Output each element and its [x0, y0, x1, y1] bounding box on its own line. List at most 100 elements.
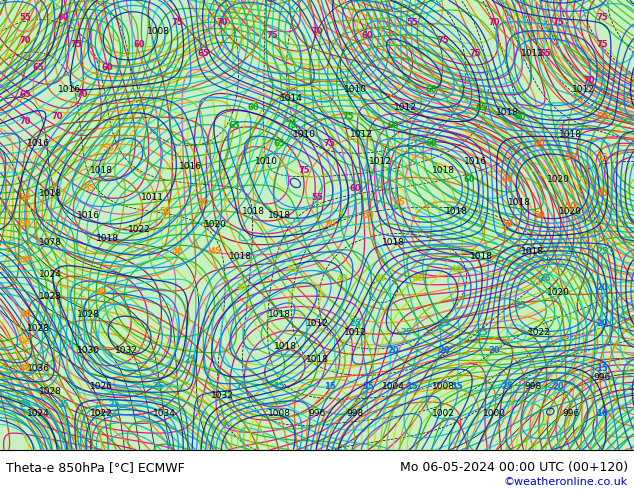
Text: 1020: 1020 — [204, 220, 227, 229]
Text: 20: 20 — [387, 346, 399, 355]
Text: 1016: 1016 — [179, 162, 202, 171]
Text: 1014: 1014 — [280, 95, 303, 103]
Text: 60: 60 — [134, 41, 145, 49]
Text: 1018: 1018 — [230, 252, 252, 261]
Text: 1028: 1028 — [27, 324, 49, 333]
Text: 1020: 1020 — [547, 288, 569, 297]
Text: 25: 25 — [153, 382, 164, 392]
Text: 1032: 1032 — [115, 346, 138, 355]
Text: 25: 25 — [476, 328, 488, 338]
Text: 1002: 1002 — [432, 409, 455, 418]
Text: 1022: 1022 — [90, 409, 113, 418]
Text: 50: 50 — [197, 198, 209, 207]
Text: 25: 25 — [58, 400, 69, 409]
Text: 20: 20 — [552, 382, 564, 392]
Text: 998: 998 — [346, 409, 364, 418]
Text: 1018: 1018 — [470, 252, 493, 261]
Text: 1024: 1024 — [39, 270, 62, 279]
Text: 1018: 1018 — [306, 355, 328, 365]
Text: 75: 75 — [597, 41, 608, 49]
Text: 50: 50 — [533, 211, 545, 220]
Text: 1030: 1030 — [77, 346, 100, 355]
Text: 10: 10 — [597, 409, 608, 418]
Text: 25: 25 — [400, 328, 411, 338]
Text: 65: 65 — [229, 122, 240, 130]
Text: 25: 25 — [514, 301, 526, 310]
Text: 40: 40 — [375, 274, 386, 283]
Text: 60: 60 — [102, 63, 113, 72]
Text: 996: 996 — [593, 373, 611, 382]
Text: 60: 60 — [514, 112, 526, 122]
Text: 1036: 1036 — [27, 365, 49, 373]
Text: 1000: 1000 — [483, 409, 506, 418]
Text: 70: 70 — [216, 18, 228, 27]
Text: 15: 15 — [273, 382, 285, 392]
Text: 65: 65 — [273, 140, 285, 148]
Text: 75: 75 — [470, 49, 481, 58]
Text: 45: 45 — [210, 247, 221, 256]
Text: Mo 06-05-2024 00:00 UTC (00+120): Mo 06-05-2024 00:00 UTC (00+120) — [399, 461, 628, 474]
Text: 1012: 1012 — [344, 328, 366, 338]
Text: 1018: 1018 — [496, 108, 519, 117]
Text: 75: 75 — [299, 167, 310, 175]
Text: 50: 50 — [501, 220, 513, 229]
Text: 1010: 1010 — [344, 85, 366, 95]
Text: 1008: 1008 — [432, 382, 455, 392]
Text: 1016: 1016 — [58, 85, 81, 95]
Text: 40: 40 — [235, 283, 247, 293]
Text: 45: 45 — [286, 266, 297, 274]
Text: 20: 20 — [438, 346, 450, 355]
Text: 60: 60 — [425, 140, 437, 148]
Text: 60: 60 — [58, 14, 69, 23]
Text: 1018: 1018 — [432, 167, 455, 175]
Text: 55: 55 — [20, 14, 31, 23]
Text: 1026: 1026 — [90, 382, 113, 392]
Text: 40: 40 — [96, 288, 107, 297]
Text: 75: 75 — [343, 112, 354, 122]
Text: 996: 996 — [308, 409, 326, 418]
Text: 60: 60 — [362, 31, 373, 41]
Text: 1012: 1012 — [350, 130, 373, 140]
Text: 70: 70 — [20, 36, 31, 45]
Text: 40: 40 — [337, 274, 348, 283]
Text: 1018: 1018 — [268, 211, 290, 220]
Text: 70: 70 — [311, 27, 323, 36]
Text: 1012: 1012 — [306, 319, 328, 328]
Text: 75: 75 — [324, 140, 335, 148]
Text: 65: 65 — [540, 49, 551, 58]
Text: 1022: 1022 — [128, 225, 151, 234]
Text: 25: 25 — [20, 400, 31, 409]
Text: 55: 55 — [102, 144, 113, 153]
Text: 50: 50 — [597, 189, 608, 198]
Text: 75: 75 — [172, 18, 183, 27]
Text: 15: 15 — [597, 365, 608, 373]
Text: 1018: 1018 — [508, 198, 531, 207]
Text: 1020: 1020 — [547, 175, 569, 184]
Text: 1018: 1018 — [559, 130, 582, 140]
Text: 75: 75 — [267, 31, 278, 41]
Text: 20: 20 — [489, 346, 500, 355]
Text: 1018: 1018 — [521, 247, 544, 256]
Text: 1008: 1008 — [147, 27, 170, 36]
Text: 70: 70 — [51, 112, 63, 122]
Text: 50: 50 — [362, 211, 373, 220]
Text: 70: 70 — [489, 18, 500, 27]
Text: 50: 50 — [159, 207, 171, 216]
Text: 15: 15 — [362, 382, 373, 392]
Text: 65: 65 — [197, 49, 209, 58]
Text: 55: 55 — [406, 18, 418, 27]
Text: 15: 15 — [451, 382, 462, 392]
Text: 1018: 1018 — [242, 207, 265, 216]
Text: 1016: 1016 — [77, 211, 100, 220]
Text: 65: 65 — [32, 63, 44, 72]
Text: 20: 20 — [597, 283, 608, 293]
Text: 25: 25 — [501, 382, 513, 392]
Text: 1018: 1018 — [39, 189, 62, 198]
Text: 1010: 1010 — [293, 130, 316, 140]
Text: 1018: 1018 — [382, 239, 404, 247]
Text: 60: 60 — [533, 140, 545, 148]
Text: 75: 75 — [597, 14, 608, 23]
Text: 75: 75 — [70, 41, 82, 49]
Text: 70: 70 — [77, 90, 88, 99]
Text: 1008: 1008 — [268, 409, 290, 418]
